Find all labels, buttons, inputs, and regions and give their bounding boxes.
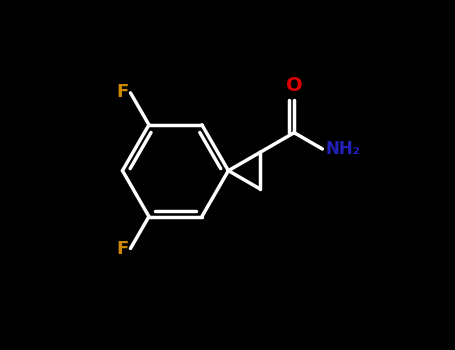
Text: NH₂: NH₂ (326, 140, 361, 158)
Text: F: F (116, 240, 128, 258)
Text: O: O (286, 76, 303, 95)
Text: F: F (116, 83, 128, 101)
